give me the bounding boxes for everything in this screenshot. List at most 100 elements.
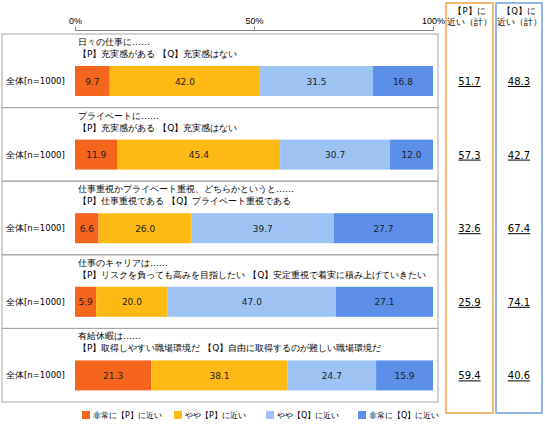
total-column-header: 【Q】に bbox=[502, 6, 536, 16]
panel-title: 【P】取得しやすい職場環境だ 【Q】自由に取得するのが難しい職場環境だ bbox=[78, 343, 381, 353]
data-label: 20.0 bbox=[122, 297, 142, 307]
category-label: 全体[n=1000] bbox=[6, 370, 65, 380]
panel-title: 【P】充実感がある 【Q】充実感はない bbox=[78, 123, 237, 133]
total-column-header: 近い（計） bbox=[497, 17, 542, 27]
x-tick: 50% bbox=[245, 16, 263, 30]
panel-title: 有給休暇は…… bbox=[78, 331, 141, 341]
legend-label: 非常に【Q】に近い bbox=[369, 411, 439, 420]
panel-title: 【P】仕事重視である 【Q】プライベート重視である bbox=[78, 196, 291, 206]
data-labels: 9.7 42.0 31.5 16.8 11.9 45.4 30.7 12.0 6.6 26.0 39… bbox=[78, 77, 421, 381]
panel-frame bbox=[2, 181, 438, 255]
panel-frame bbox=[2, 328, 438, 402]
total-value: 25.9 bbox=[458, 297, 480, 308]
x-tick: 100% bbox=[422, 16, 445, 30]
total-column-header: 【P】に bbox=[453, 6, 485, 16]
panel-frames bbox=[2, 34, 438, 402]
bar-segment bbox=[280, 140, 390, 170]
data-label: 5.9 bbox=[78, 297, 93, 307]
x-tick-mark bbox=[254, 27, 255, 30]
x-tick-label: 100% bbox=[422, 16, 445, 26]
total-column-header: 近い（計） bbox=[447, 17, 492, 27]
x-tick-mark bbox=[433, 27, 434, 30]
bar-segment bbox=[168, 287, 336, 317]
bar-segment bbox=[336, 287, 433, 317]
total-value: 48.3 bbox=[508, 76, 530, 87]
panel-title: 仕事重視かプライベート重視、どちらかというと…… bbox=[78, 184, 294, 194]
data-label: 6.6 bbox=[80, 224, 95, 234]
total-value: 74.1 bbox=[508, 297, 530, 308]
legend-label: やや【P】に近い bbox=[185, 411, 246, 420]
data-label: 38.1 bbox=[209, 371, 229, 381]
legend-swatch bbox=[174, 411, 182, 419]
bar-segment bbox=[75, 287, 96, 317]
data-label: 15.9 bbox=[395, 371, 415, 381]
data-label: 42.0 bbox=[175, 77, 195, 87]
panel-title: 日々の仕事に…… bbox=[78, 37, 150, 47]
legend-label: 非常に【P】に近い bbox=[93, 411, 162, 420]
panel-frame bbox=[2, 108, 438, 182]
bar-segment bbox=[75, 66, 110, 96]
data-label: 9.7 bbox=[85, 77, 99, 87]
x-tick-label: 0% bbox=[69, 16, 82, 26]
x-tick-label: 50% bbox=[245, 16, 263, 26]
category-label: 全体[n=1000] bbox=[6, 150, 65, 160]
bars bbox=[75, 66, 433, 390]
total-column-frame bbox=[446, 3, 493, 413]
data-label: 12.0 bbox=[401, 150, 421, 160]
total-value: 59.4 bbox=[458, 370, 480, 381]
panel-frame bbox=[2, 34, 438, 108]
legend-swatch bbox=[82, 411, 90, 419]
bar-segment bbox=[334, 213, 433, 243]
data-label: 31.5 bbox=[306, 77, 326, 87]
panel-title: 【P】充実感がある 【Q】充実感はない bbox=[78, 49, 237, 59]
data-label: 11.9 bbox=[86, 150, 106, 160]
x-axis: 0% 50% 100% bbox=[69, 16, 445, 31]
panel-title: 【P】リスクを負っても高みを目指したい 【Q】安定重視で着実に積み上げていきたい bbox=[78, 270, 426, 280]
total-value: 51.7 bbox=[458, 76, 480, 87]
panel-title: 仕事のキャリアは…… bbox=[78, 258, 168, 268]
bar-segment bbox=[390, 140, 433, 170]
category-label: 全体[n=1000] bbox=[6, 297, 65, 307]
bar-segment bbox=[376, 360, 433, 390]
bar-segment bbox=[110, 66, 260, 96]
data-label: 16.8 bbox=[393, 77, 413, 87]
total-value: 42.7 bbox=[508, 150, 530, 161]
total-value: 40.6 bbox=[508, 370, 530, 381]
total-column-frame bbox=[496, 3, 542, 413]
category-label: 全体[n=1000] bbox=[6, 76, 65, 86]
data-label: 45.4 bbox=[189, 150, 209, 160]
data-label: 30.7 bbox=[325, 150, 345, 160]
bar-segment bbox=[75, 360, 151, 390]
legend: 非常に【P】に近い やや【P】に近い やや【Q】に近い 非常に【Q】に近い bbox=[82, 411, 439, 420]
bar-segment bbox=[75, 140, 118, 170]
legend-swatch bbox=[358, 411, 366, 419]
legend-label: やや【Q】に近い bbox=[277, 411, 339, 420]
data-label: 21.3 bbox=[103, 371, 123, 381]
bar-segment bbox=[288, 360, 376, 390]
bar-segment bbox=[151, 360, 287, 390]
data-label: 27.1 bbox=[374, 297, 394, 307]
bar-segment bbox=[260, 66, 373, 96]
x-tick: 0% bbox=[69, 16, 82, 30]
legend-swatch bbox=[266, 411, 274, 419]
bar-segment bbox=[99, 213, 192, 243]
chart: 【P】に近い（計）【Q】に近い（計）0%50%100%日々の仕事に……【P】充実… bbox=[0, 0, 545, 430]
data-label: 24.7 bbox=[322, 371, 342, 381]
data-label: 27.7 bbox=[373, 224, 393, 234]
x-tick-mark bbox=[75, 27, 76, 30]
bar-segment bbox=[373, 66, 433, 96]
bar-segment bbox=[118, 140, 281, 170]
data-label: 26.0 bbox=[135, 224, 155, 234]
total-value: 32.6 bbox=[458, 223, 480, 234]
data-label: 39.7 bbox=[253, 224, 273, 234]
total-value: 67.4 bbox=[508, 223, 530, 234]
axis-line bbox=[76, 27, 434, 31]
bar-segment bbox=[75, 213, 99, 243]
bar-segment bbox=[192, 213, 334, 243]
total-value: 57.3 bbox=[458, 150, 480, 161]
data-label: 47.0 bbox=[242, 297, 262, 307]
panel-frame bbox=[2, 255, 438, 329]
panel-title: プライベートに…… bbox=[78, 111, 159, 121]
category-label: 全体[n=1000] bbox=[6, 223, 65, 233]
bar-segment bbox=[96, 287, 168, 317]
